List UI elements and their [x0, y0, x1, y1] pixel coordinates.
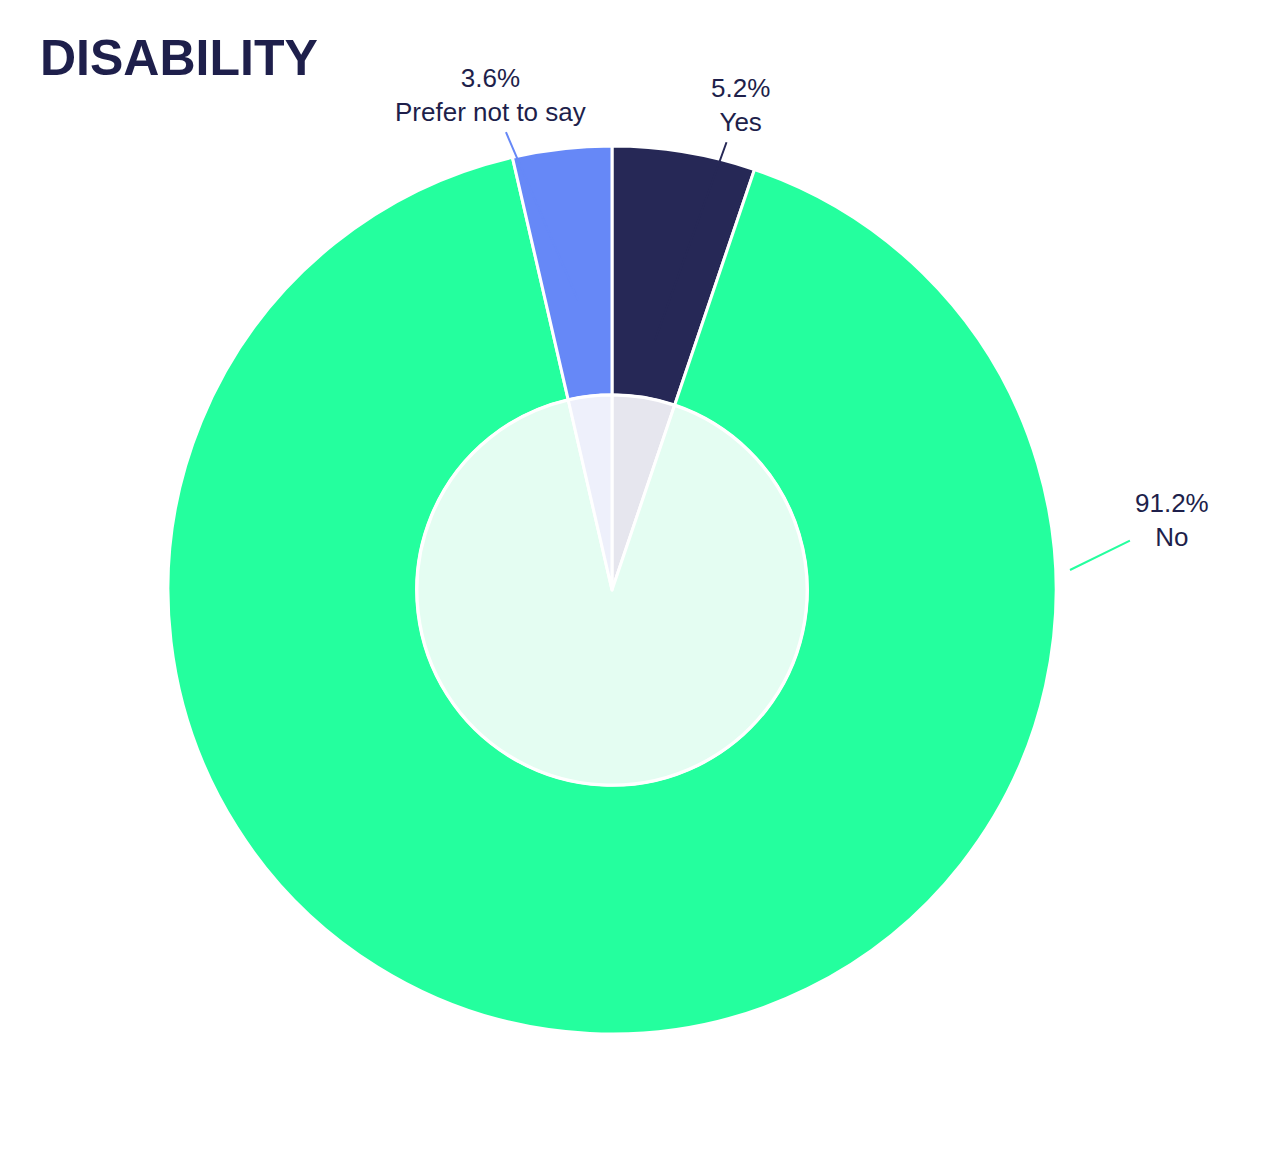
svg-text:3.6%Prefer not to say: 3.6%Prefer not to say	[395, 63, 586, 127]
svg-text:91.2%No: 91.2%No	[1135, 488, 1209, 552]
svg-text:5.2%Yes: 5.2%Yes	[711, 73, 770, 137]
svg-text:DISABILITY: DISABILITY	[40, 30, 318, 86]
